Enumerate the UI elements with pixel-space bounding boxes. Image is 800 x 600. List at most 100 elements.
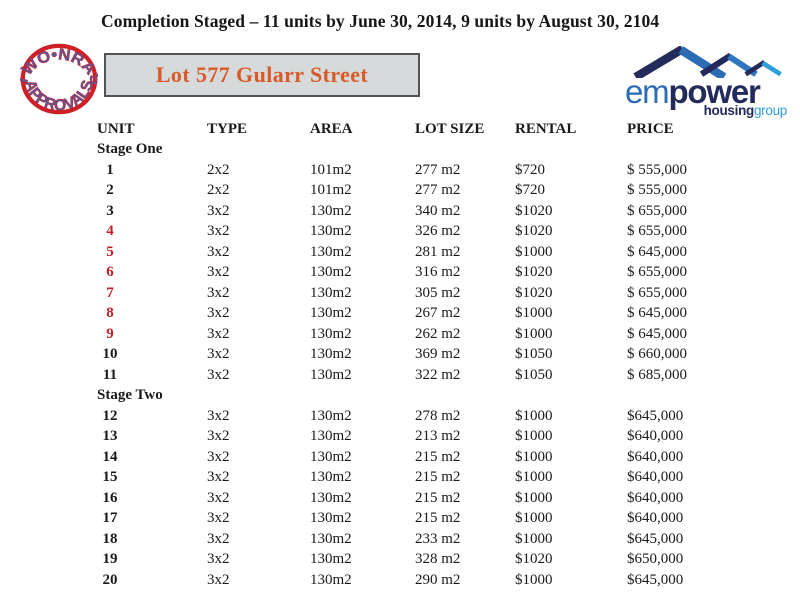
type-cell: 3x2 <box>207 223 230 240</box>
unit-number: 3 <box>106 202 114 219</box>
type-cell: 3x2 <box>207 469 230 486</box>
unit-cell: 17 <box>97 510 207 527</box>
table-row: 8 3x2 130m2 267 m2 $1000 $ 645,000 <box>97 304 797 325</box>
lot-size-cell: 267 m2 <box>415 305 461 322</box>
type-cell: 3x2 <box>207 243 230 260</box>
col-header-rental: RENTAL <box>515 120 577 137</box>
col-header-type: TYPE <box>207 120 248 137</box>
area-cell: 130m2 <box>310 428 352 445</box>
unit-cell: 6 <box>97 264 207 281</box>
price-cell: $ 655,000 <box>627 264 687 281</box>
lot-size-cell: 281 m2 <box>415 243 461 260</box>
price-cell: $ 685,000 <box>627 366 687 383</box>
type-cell: 3x2 <box>207 551 230 568</box>
area-cell: 130m2 <box>310 407 352 424</box>
price-cell: $ 555,000 <box>627 161 687 178</box>
logo-em: em <box>625 73 670 110</box>
lot-size-cell: 277 m2 <box>415 182 461 199</box>
lot-size-cell: 233 m2 <box>415 530 461 547</box>
unit-number: 13 <box>102 428 118 445</box>
area-cell: 130m2 <box>310 551 352 568</box>
price-cell: $645,000 <box>627 407 684 424</box>
price-cell: $ 655,000 <box>627 223 687 240</box>
completion-note: Completion Staged – 11 units by June 30,… <box>101 11 660 31</box>
lot-size-cell: 326 m2 <box>415 223 461 240</box>
unit-number: 5 <box>106 243 114 260</box>
unit-cell: 7 <box>97 285 207 302</box>
rental-cell: $1000 <box>515 428 553 445</box>
col-header-lot-size: LOT SIZE <box>415 120 485 137</box>
type-cell: 3x2 <box>207 530 230 547</box>
col-header-price: PRICE <box>627 120 674 137</box>
unit-cell: 2 <box>97 182 207 199</box>
table-row: 18 3x2 130m2 233 m2 $1000 $645,000 <box>97 529 797 550</box>
type-cell: 3x2 <box>207 366 230 383</box>
table-row: 7 3x2 130m2 305 m2 $1020 $ 655,000 <box>97 283 797 304</box>
price-cell: $640,000 <box>627 428 684 445</box>
rental-cell: $1000 <box>515 530 553 547</box>
rental-cell: $1000 <box>515 510 553 527</box>
rental-cell: $1000 <box>515 407 553 424</box>
units-table: UNIT TYPE AREA LOT SIZE RENTAL PRICE Sta… <box>97 119 797 591</box>
area-cell: 130m2 <box>310 223 352 240</box>
area-cell: 130m2 <box>310 448 352 465</box>
area-cell: 130m2 <box>310 346 352 363</box>
table-row: 6 3x2 130m2 316 m2 $1020 $ 655,000 <box>97 263 797 284</box>
logo-wordmark: empower <box>625 73 761 110</box>
rental-cell: $1050 <box>515 366 553 383</box>
price-cell: $ 645,000 <box>627 305 687 322</box>
lot-size-cell: 322 m2 <box>415 366 461 383</box>
area-cell: 101m2 <box>310 182 352 199</box>
unit-cell: 8 <box>97 305 207 322</box>
price-cell: $ 555,000 <box>627 182 687 199</box>
rental-cell: $1000 <box>515 305 553 322</box>
type-cell: 2x2 <box>207 161 230 178</box>
price-cell: $ 655,000 <box>627 284 687 301</box>
lot-size-cell: 215 m2 <box>415 469 461 486</box>
rental-cell: $1020 <box>515 223 553 240</box>
unit-number: 2 <box>106 182 114 199</box>
logo-group: group <box>753 103 787 118</box>
type-cell: 3x2 <box>207 284 230 301</box>
type-cell: 3x2 <box>207 202 230 219</box>
rental-cell: $1000 <box>515 571 553 588</box>
unit-number: 17 <box>102 510 118 527</box>
type-cell: 3x2 <box>207 305 230 322</box>
table-row: 20 3x2 130m2 290 m2 $1000 $645,000 <box>97 570 797 591</box>
type-cell: 3x2 <box>207 489 230 506</box>
lot-size-cell: 278 m2 <box>415 407 461 424</box>
unit-cell: 12 <box>97 408 207 425</box>
unit-cell: 1 <box>97 162 207 179</box>
unit-number: 11 <box>102 366 118 383</box>
unit-number: 7 <box>106 284 114 301</box>
lot-title-box: Lot 577 Gularr Street <box>104 53 420 97</box>
area-cell: 130m2 <box>310 202 352 219</box>
unit-number: 18 <box>102 530 118 547</box>
table-row: 13 3x2 130m2 213 m2 $1000 $640,000 <box>97 427 797 448</box>
price-cell: $ 660,000 <box>627 346 687 363</box>
area-cell: 101m2 <box>310 161 352 178</box>
unit-cell: 16 <box>97 490 207 507</box>
rental-cell: $1020 <box>515 264 553 281</box>
table-row: 12 3x2 130m2 278 m2 $1000 $645,000 <box>97 406 797 427</box>
area-cell: 130m2 <box>310 571 352 588</box>
table-row: 4 3x2 130m2 326 m2 $1020 $ 655,000 <box>97 222 797 243</box>
price-cell: $640,000 <box>627 510 684 527</box>
unit-number: 8 <box>106 305 114 322</box>
nras-approvals-stamp: TWO•NRAS APPROVALS <box>20 43 98 115</box>
area-cell: 130m2 <box>310 264 352 281</box>
table-header-row: UNIT TYPE AREA LOT SIZE RENTAL PRICE <box>97 119 797 140</box>
unit-cell: 18 <box>97 531 207 548</box>
unit-cell: 13 <box>97 428 207 445</box>
area-cell: 130m2 <box>310 243 352 260</box>
col-header-area: AREA <box>310 120 353 137</box>
lot-size-cell: 215 m2 <box>415 448 461 465</box>
rental-cell: $1020 <box>515 551 553 568</box>
table-row: 11 3x2 130m2 322 m2 $1050 $ 685,000 <box>97 365 797 386</box>
rental-cell: $1020 <box>515 202 553 219</box>
unit-number: 1 <box>106 161 114 178</box>
lot-size-cell: 215 m2 <box>415 489 461 506</box>
type-cell: 3x2 <box>207 264 230 281</box>
price-cell: $ 645,000 <box>627 325 687 342</box>
